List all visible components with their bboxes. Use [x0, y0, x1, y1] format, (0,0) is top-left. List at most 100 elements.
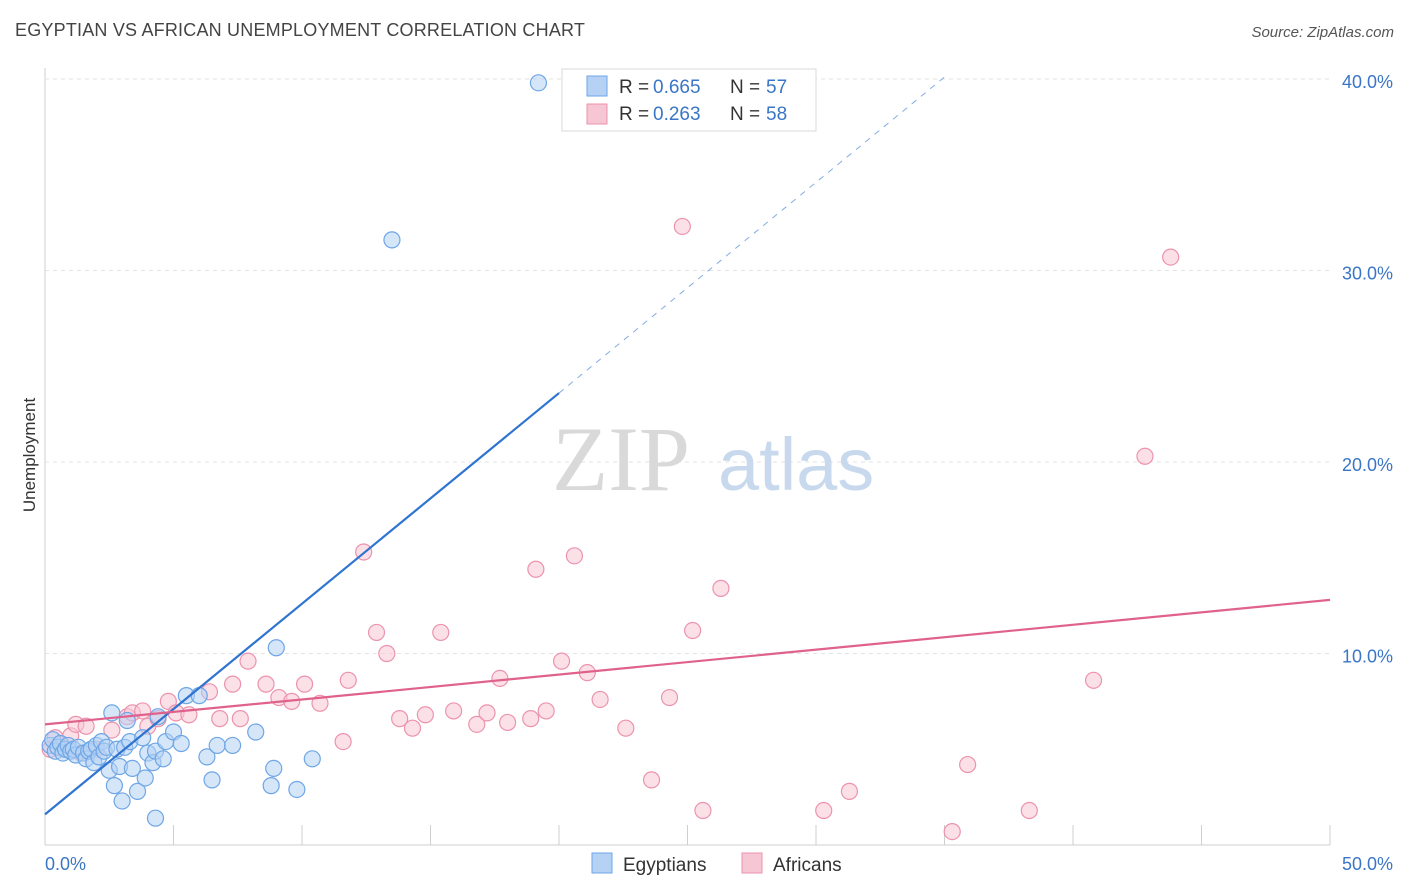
- africans-point: [231, 710, 249, 728]
- bottom-legend-swatch-africans: [741, 852, 763, 874]
- egyptians-point: [154, 750, 172, 768]
- africans-point: [334, 732, 352, 751]
- y-tick-label: 40.0%: [1342, 72, 1393, 92]
- legend-r-value-2: 0.263: [653, 104, 701, 125]
- africans-point: [239, 652, 257, 670]
- series-legend: Egyptians Africans: [591, 852, 842, 876]
- y-tick-label: 20.0%: [1342, 455, 1393, 475]
- egyptians-point: [303, 750, 321, 768]
- egyptians-point: [208, 736, 226, 755]
- x-tick-label-min: 0.0%: [45, 854, 86, 874]
- egyptians-point: [288, 780, 306, 799]
- africans-point: [134, 702, 152, 720]
- legend-n-value-2: 58: [766, 104, 787, 125]
- egyptians-point: [224, 736, 242, 755]
- africans-point: [712, 579, 730, 597]
- africans-point: [491, 669, 509, 687]
- africans-point: [211, 710, 229, 728]
- y-tick-label: 30.0%: [1342, 264, 1393, 284]
- africans-point: [468, 715, 486, 733]
- africans-point: [367, 623, 386, 642]
- egyptians-point: [136, 769, 154, 787]
- africans-point: [815, 801, 833, 820]
- trendlines: [44, 76, 1331, 816]
- africans-point: [311, 694, 329, 712]
- x-tick-label-max: 50.0%: [1342, 854, 1393, 874]
- africans-point: [527, 560, 545, 578]
- africans-point: [552, 652, 571, 670]
- egyptians-point: [203, 771, 221, 789]
- bottom-legend-africans: Africans: [773, 855, 842, 876]
- y-axis-label: Unemployment: [20, 398, 39, 513]
- africans-trend-line: [44, 598, 1331, 726]
- egyptians-point: [262, 777, 280, 795]
- egyptians-point: [123, 759, 141, 778]
- africans-point: [537, 702, 555, 720]
- legend-r-label-2: R =: [619, 104, 649, 125]
- africans-point: [1020, 801, 1038, 820]
- egyptians-point: [265, 759, 283, 778]
- egyptians-point: [172, 734, 190, 753]
- source-label: Source: ZipAtlas.com: [1251, 24, 1394, 41]
- africans-point: [378, 644, 396, 663]
- legend-r-label-1: R =: [619, 77, 649, 98]
- africans-point: [1084, 671, 1103, 689]
- egyptians-points: [41, 74, 548, 827]
- gridlines: [45, 78, 1330, 654]
- bottom-legend-swatch-egyptians: [591, 852, 613, 874]
- legend-swatch-egyptians: [586, 75, 608, 97]
- egyptians-point: [267, 639, 285, 657]
- egyptians-trend-line: [44, 392, 560, 816]
- legend-n-value-1: 57: [766, 77, 787, 98]
- legend-r-value-1: 0.665: [653, 77, 701, 98]
- africans-point: [224, 675, 242, 693]
- africans-point: [660, 688, 679, 707]
- africans-point: [77, 717, 95, 735]
- egyptians-point: [105, 777, 123, 795]
- africans-point: [403, 719, 422, 737]
- africans-point: [591, 690, 609, 709]
- legend-n-label-2: N =: [730, 104, 760, 125]
- egyptians-point: [198, 748, 216, 766]
- egyptians-point: [128, 782, 147, 800]
- africans-point: [1136, 447, 1154, 465]
- africans-point: [943, 822, 961, 841]
- legend-swatch-africans: [586, 103, 608, 125]
- africans-point: [694, 801, 712, 820]
- africans-point: [478, 704, 496, 722]
- egyptians-point: [247, 723, 265, 741]
- africans-point: [522, 710, 540, 728]
- africans-point: [445, 702, 463, 720]
- y-tick-label: 10.0%: [1342, 647, 1393, 667]
- legend-n-label-1: N =: [730, 77, 760, 98]
- africans-point: [257, 675, 275, 693]
- egyptians-point: [529, 74, 548, 92]
- africans-point: [959, 755, 977, 774]
- africans-point: [684, 621, 702, 640]
- correlation-legend: R = 0.665 N = 57 R = 0.263 N = 58: [561, 68, 817, 132]
- egyptians-point: [190, 687, 208, 705]
- africans-point: [673, 217, 691, 236]
- y-tick-labels: 10.0% 20.0% 30.0% 40.0%: [1342, 72, 1393, 667]
- africans-point: [617, 719, 635, 737]
- africans-point: [295, 675, 314, 693]
- egyptians-point: [134, 729, 152, 747]
- watermark-atlas: atlas: [718, 423, 874, 506]
- egyptians-point: [383, 231, 401, 249]
- africans-point: [103, 721, 121, 739]
- africans-point: [499, 713, 517, 732]
- chart-title: EGYPTIAN VS AFRICAN UNEMPLOYMENT CORRELA…: [15, 20, 586, 40]
- egyptians-point: [146, 809, 165, 827]
- x-ticks: [173, 825, 1331, 845]
- africans-point: [432, 623, 450, 642]
- bottom-legend-egyptians: Egyptians: [623, 855, 706, 876]
- africans-point: [416, 706, 434, 724]
- africans-point: [840, 782, 859, 800]
- africans-point: [339, 671, 357, 689]
- africans-point: [642, 771, 661, 789]
- africans-point: [391, 710, 409, 728]
- africans-point: [565, 547, 584, 565]
- africans-point: [1162, 248, 1180, 266]
- watermark-zip: ZIP: [552, 408, 690, 510]
